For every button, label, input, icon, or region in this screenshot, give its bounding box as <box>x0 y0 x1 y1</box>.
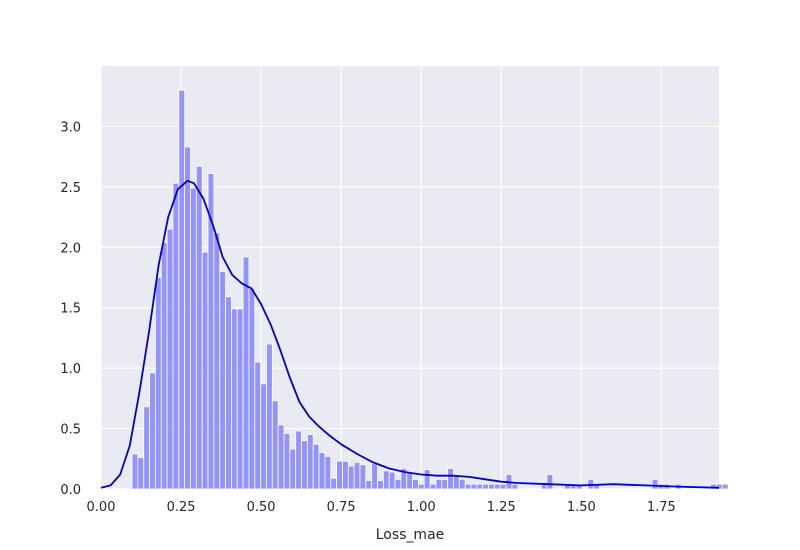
histogram-bar <box>137 457 145 490</box>
histogram-bar <box>336 460 343 490</box>
y-tick-label: 2.0 <box>60 241 81 256</box>
histogram-bar <box>435 478 443 490</box>
histogram-bar <box>266 343 273 490</box>
y-tick-label: 3.0 <box>60 120 81 135</box>
histogram-bar <box>388 471 396 490</box>
histogram-bar <box>441 478 449 490</box>
histogram-bar <box>470 483 478 490</box>
histogram-bar <box>394 478 402 490</box>
histogram-bar <box>289 448 297 490</box>
histogram-bar <box>493 483 501 490</box>
histogram-bar <box>458 478 466 490</box>
histogram-bar <box>353 462 361 490</box>
x-axis-ticks: 0.00 0.25 0.50 0.75 1.00 1.25 1.50 1.75 <box>87 500 676 515</box>
histogram-bar <box>166 228 174 490</box>
histogram-bar <box>178 89 186 490</box>
x-tick-label: 1.50 <box>567 500 596 515</box>
histogram-bar <box>155 277 162 490</box>
histogram-bar <box>172 182 180 490</box>
histogram-bar <box>324 455 332 490</box>
histogram-bar <box>406 471 413 490</box>
histogram-bar <box>160 242 168 490</box>
histogram-bar <box>575 483 583 490</box>
x-tick-label: 1.25 <box>487 500 516 515</box>
histogram-bar <box>371 463 378 490</box>
histogram-bar <box>342 460 349 490</box>
histogram-bar <box>306 434 314 490</box>
histogram-bar <box>499 483 507 490</box>
histogram-bar <box>184 146 191 490</box>
histogram-bar <box>248 287 256 490</box>
histogram-bar <box>225 296 232 490</box>
histogram-bar <box>429 483 437 490</box>
x-tick-label: 0.25 <box>167 500 196 515</box>
x-tick-label: 0.50 <box>247 500 276 515</box>
histogram-bar <box>330 477 337 490</box>
histogram-bar <box>382 470 390 490</box>
histogram-bar <box>377 480 384 490</box>
histogram-bar <box>271 400 279 490</box>
histogram-bar <box>423 469 431 490</box>
x-axis-label: Loss_mae <box>376 527 445 543</box>
y-tick-label: 1.0 <box>60 362 81 377</box>
histogram-bar <box>277 424 285 490</box>
histogram-bar <box>347 465 355 490</box>
histogram-bar <box>236 308 244 490</box>
histogram-bar <box>546 474 554 490</box>
histogram-bar <box>231 308 238 490</box>
histogram-bar <box>295 430 302 490</box>
histogram-bar <box>283 433 291 490</box>
histogram-bar <box>260 383 267 490</box>
histogram-bar <box>301 440 308 490</box>
x-tick-label: 0.00 <box>87 500 116 515</box>
histogram-bar <box>149 372 156 490</box>
histogram-bar <box>242 256 250 490</box>
histogram-bar <box>721 483 729 490</box>
x-tick-label: 1.75 <box>647 500 676 515</box>
histogram-bar <box>213 232 221 490</box>
histogram-bar <box>318 452 326 490</box>
histogram-bar <box>359 464 367 490</box>
histogram-bar <box>365 480 373 490</box>
y-axis-ticks: 0.0 0.5 1.0 1.5 2.0 2.5 3.0 <box>60 120 81 498</box>
histogram-bar <box>412 478 419 490</box>
histogram-bar <box>131 453 139 490</box>
histogram-bar <box>201 251 209 490</box>
histogram-bar <box>464 483 472 490</box>
histogram-bar <box>482 483 489 490</box>
histogram-bar <box>219 271 226 490</box>
histogram-bar <box>488 483 495 490</box>
histogram-bar <box>254 361 262 490</box>
x-tick-label: 1.00 <box>407 500 436 515</box>
histogram-bar <box>476 483 484 490</box>
y-tick-label: 0.0 <box>60 483 81 498</box>
histogram-bar <box>190 187 197 490</box>
histogram-bar <box>312 443 320 490</box>
y-tick-label: 2.5 <box>60 181 81 196</box>
x-tick-label: 0.75 <box>327 500 356 515</box>
histogram-bar <box>143 406 150 490</box>
y-tick-label: 0.5 <box>60 423 81 438</box>
histogram-bar <box>651 478 659 490</box>
y-tick-label: 1.5 <box>60 302 81 317</box>
histogram-bars <box>131 89 729 490</box>
histogram-bar <box>418 483 425 490</box>
histogram-bar <box>195 165 203 490</box>
histogram-bar <box>511 483 519 490</box>
density-curve <box>100 179 720 489</box>
histogram-bar <box>447 468 454 490</box>
